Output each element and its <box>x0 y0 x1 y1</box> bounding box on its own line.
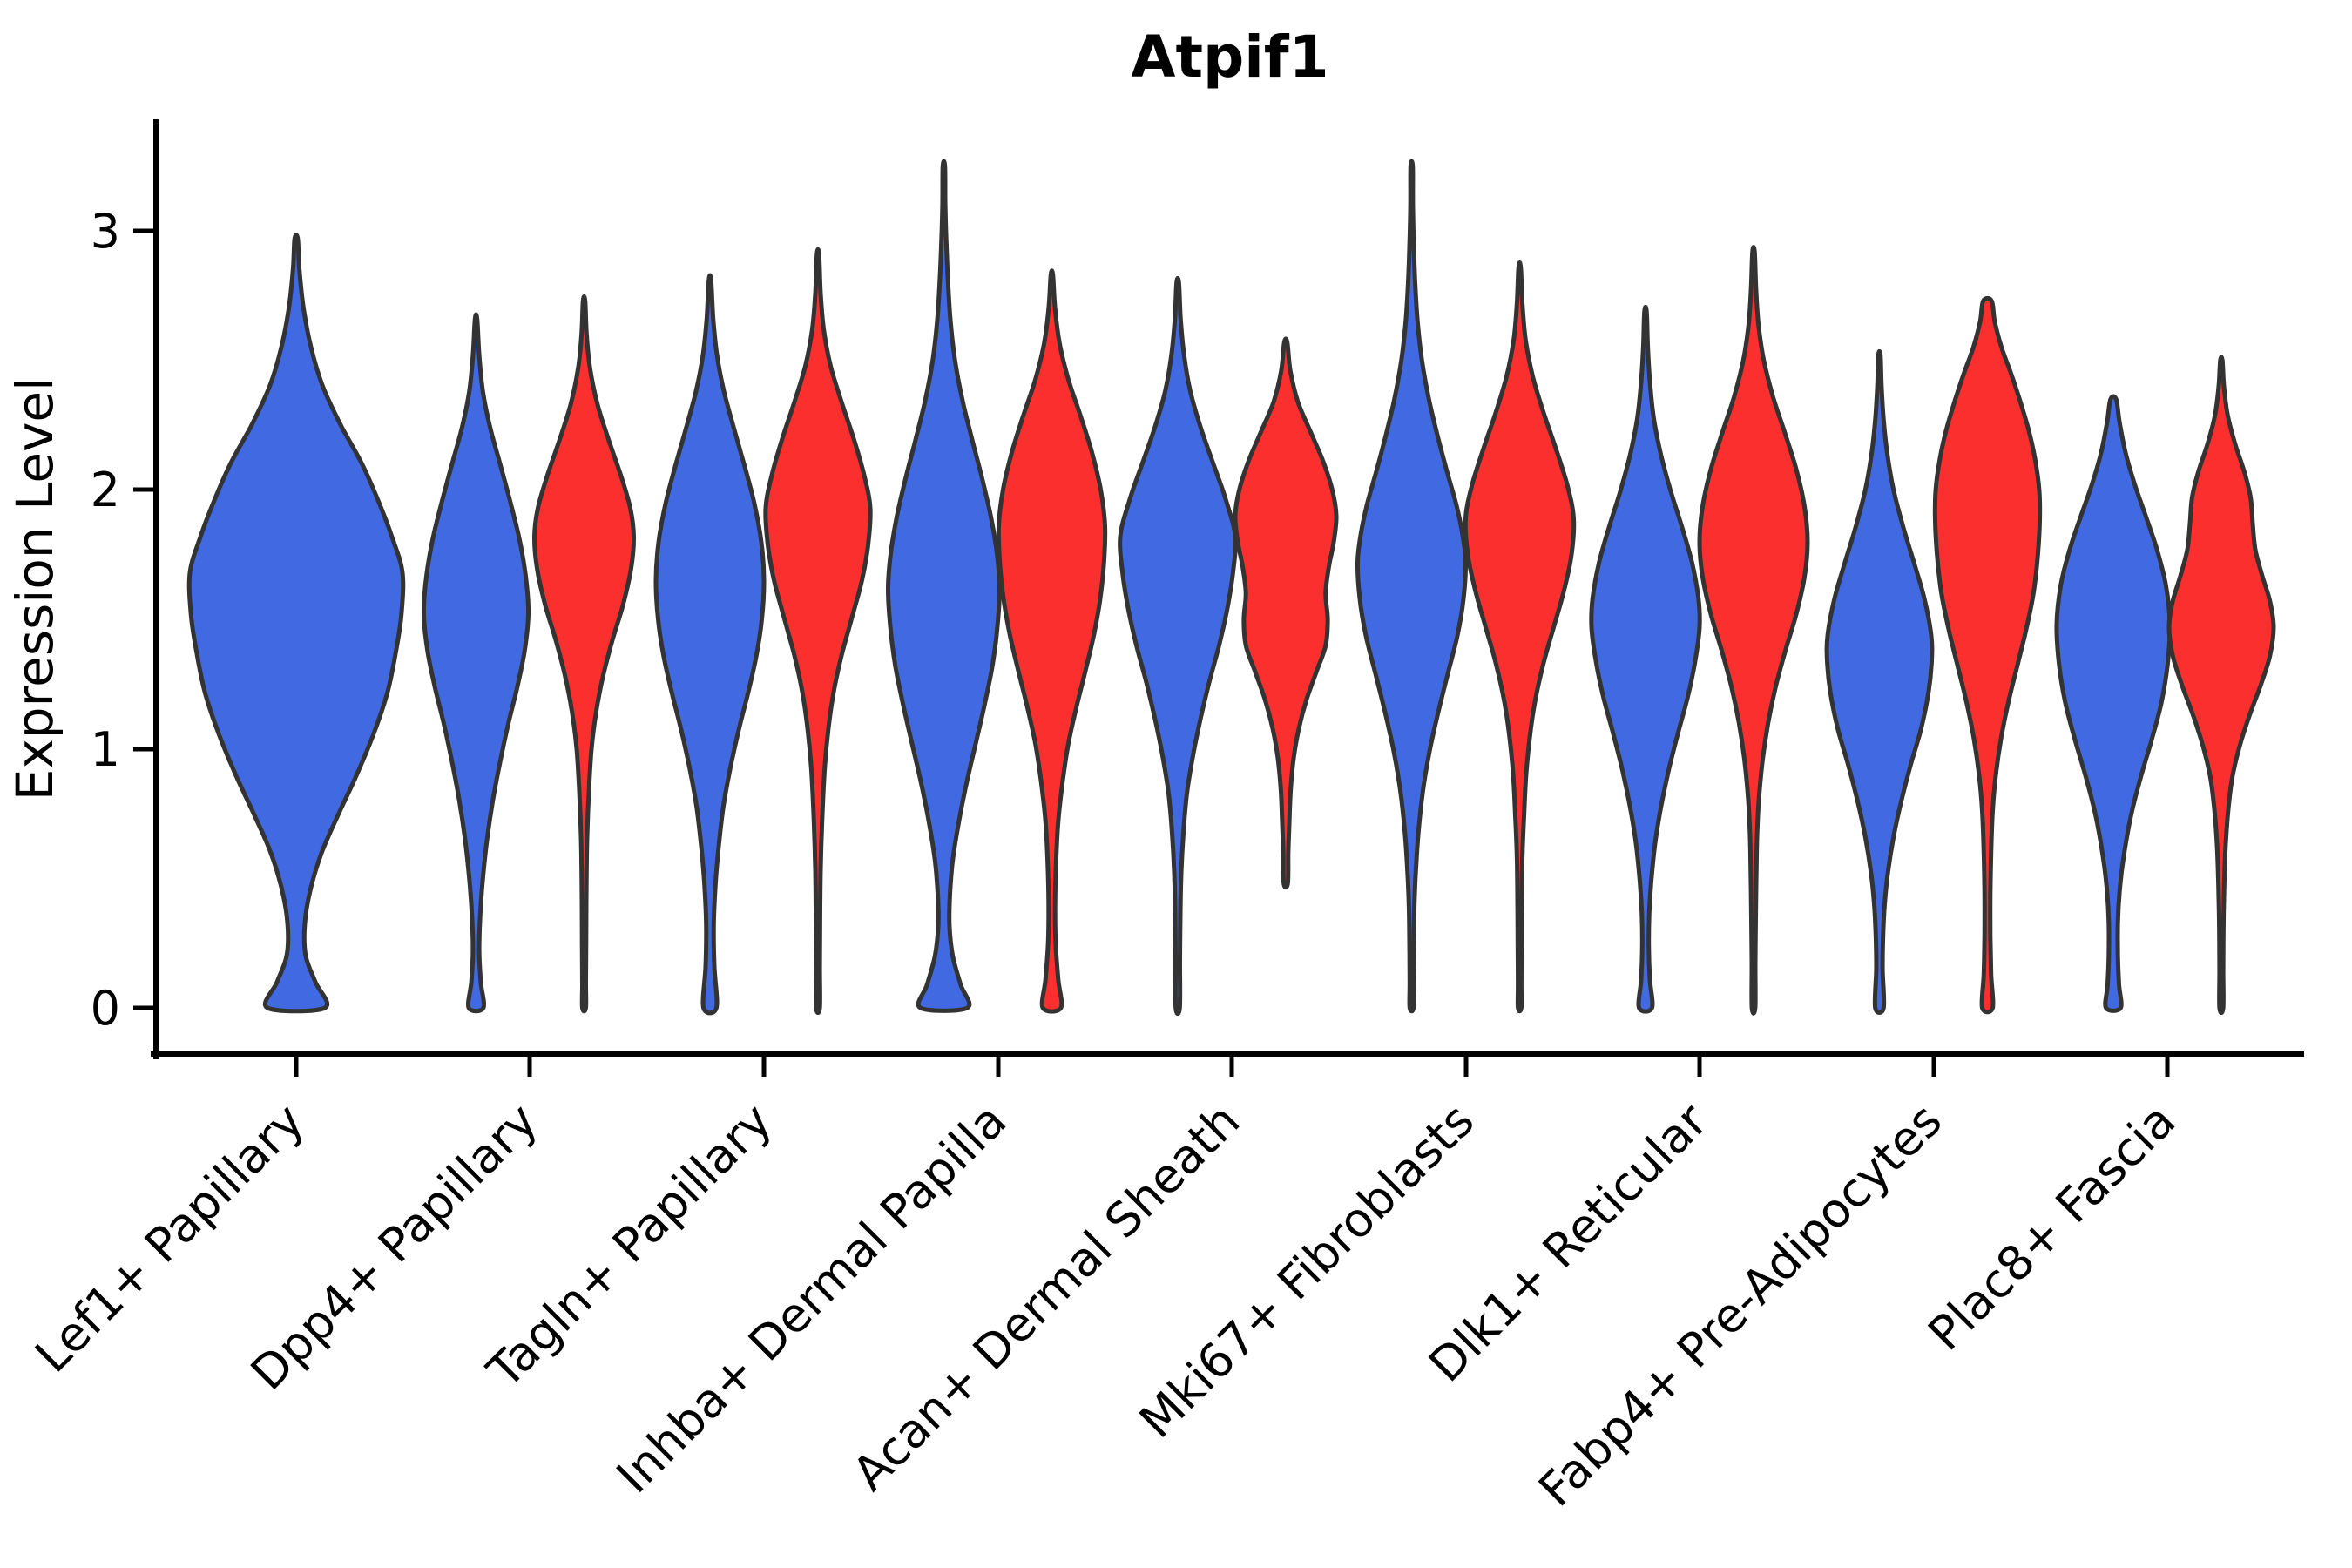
violin-dpp4-papillary-red <box>531 294 637 1014</box>
y-tick-label: 3 <box>91 204 120 259</box>
violin-tagln-papillary-red <box>763 247 873 1016</box>
x-tick-labels: Lef1+ Papillary Dpp4+ Papillary Tagln+ P… <box>24 1092 2186 1517</box>
chart-title: Atpif1 <box>1131 24 1328 91</box>
violin-mki67-fibroblasts-red <box>1463 260 1577 1014</box>
violin-dlk1-reticular-red <box>1697 245 1810 1016</box>
violin-inhba-dermal-papilla-blue <box>885 159 1003 1013</box>
y-tick-labels: 0 1 2 3 <box>91 204 120 1036</box>
violin-acan-dermal-sheath-blue <box>1118 275 1238 1017</box>
violin-plac8-fascia-red <box>2166 355 2276 1016</box>
violin-tagln-papillary-blue <box>653 273 767 1016</box>
y-axis-label: Expression Level <box>5 377 64 801</box>
y-tick-label: 1 <box>91 722 120 777</box>
violin-plac8-fascia-blue <box>2054 394 2173 1013</box>
violin-dpp4-papillary-blue <box>421 312 531 1014</box>
violin-fabp4-pre-adipocytes-blue <box>1824 348 1935 1015</box>
x-tick-label: Inhba+ Dermal Papilla <box>606 1093 1017 1504</box>
x-tick-marks <box>294 1054 2170 1077</box>
x-tick-label: Fabp4+ Pre-Adipocytes <box>1528 1093 1952 1517</box>
violin-mki67-fibroblasts-blue <box>1355 159 1469 1014</box>
y-tick-label: 0 <box>91 981 120 1036</box>
x-tick-label: Plac8+ Fascia <box>1917 1093 2186 1362</box>
x-tick-label: Acan+ Dermal Sheath <box>842 1093 1250 1501</box>
violin-dlk1-reticular-blue <box>1589 304 1702 1014</box>
violin-inhba-dermal-papilla-red <box>996 268 1108 1014</box>
violin-lef1-papillary-blue <box>186 233 406 1014</box>
y-tick-marks <box>133 228 156 1010</box>
y-tick-label: 2 <box>91 463 120 517</box>
violin-series-group <box>186 159 2276 1017</box>
violin-acan-dermal-sheath-red <box>1233 336 1339 890</box>
violin-fabp4-pre-adipocytes-red <box>1932 295 2043 1015</box>
